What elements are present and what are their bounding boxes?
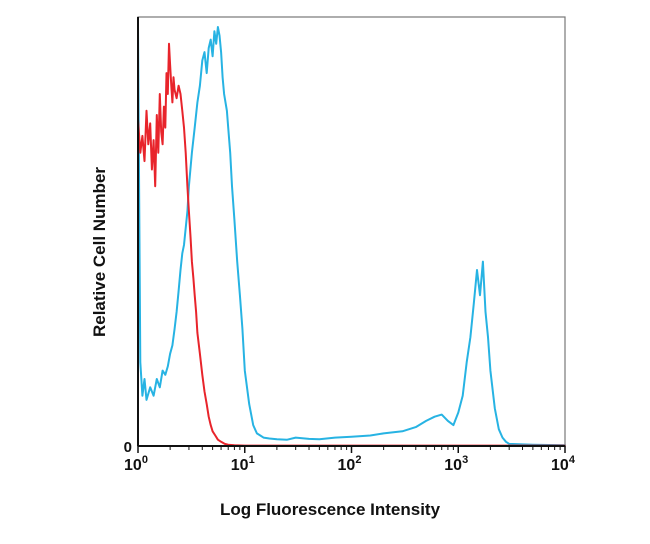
x-tick-label: 102 — [338, 454, 362, 474]
plot-area — [137, 26, 566, 447]
series-line-2 — [137, 26, 566, 447]
x-tick-label: 104 — [551, 454, 576, 474]
series-line-1 — [137, 42, 566, 447]
axes: 100 101 102 103 104 0 — [124, 16, 576, 474]
y-tick-label: 0 — [124, 439, 132, 456]
y-axis-label: Relative Cell Number — [90, 167, 109, 337]
x-tick-label: 100 — [124, 454, 148, 474]
x-axis-label: Log Fluorescence Intensity — [220, 500, 441, 519]
x-tick-label: 101 — [231, 454, 255, 474]
x-tick-label: 103 — [444, 454, 468, 474]
